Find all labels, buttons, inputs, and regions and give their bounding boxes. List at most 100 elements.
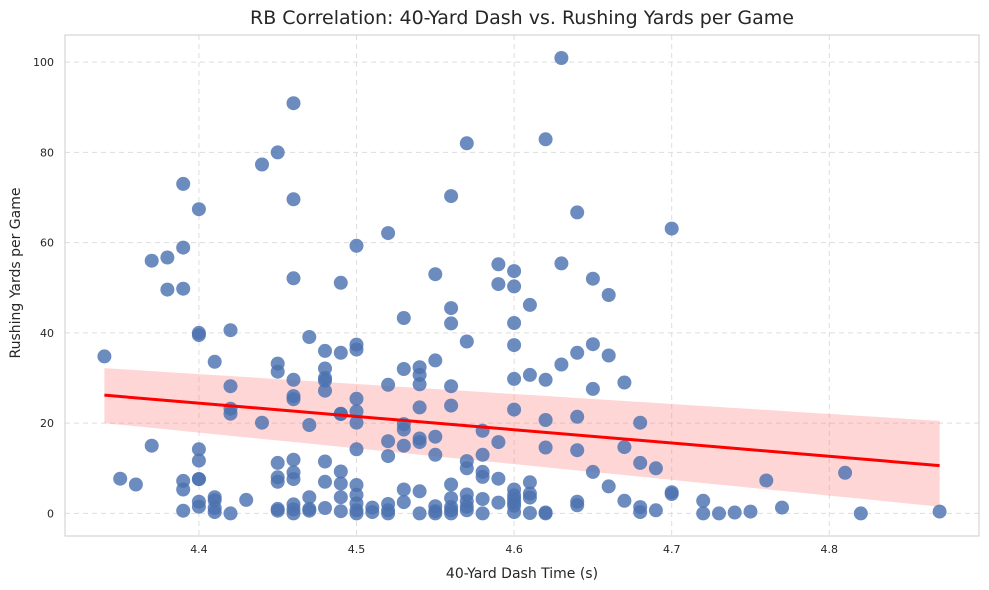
data-point [318, 501, 332, 515]
data-point [507, 338, 522, 353]
x-tick-label: 4.5 [348, 543, 366, 556]
data-point [396, 482, 411, 497]
data-point [412, 377, 427, 392]
data-point [286, 392, 301, 407]
data-point [664, 221, 679, 236]
data-point [444, 398, 459, 413]
data-point [286, 372, 301, 387]
data-point [570, 205, 585, 220]
data-point [696, 506, 711, 521]
data-point [554, 51, 569, 65]
data-point [302, 490, 317, 505]
data-point [349, 442, 364, 457]
data-point [507, 264, 522, 279]
data-point [428, 447, 443, 462]
data-point [333, 464, 348, 479]
data-point [349, 506, 364, 521]
regression-line [104, 393, 940, 468]
data-point [333, 345, 348, 360]
data-point [113, 471, 128, 486]
data-point [507, 371, 522, 386]
data-point [144, 438, 159, 453]
data-point [128, 477, 143, 492]
y-tick-label: 100 [33, 56, 54, 69]
data-point [475, 447, 490, 462]
data-point [491, 495, 506, 510]
data-point [444, 506, 459, 521]
data-point [349, 391, 364, 406]
data-point [444, 189, 459, 204]
data-points-layer [97, 51, 947, 521]
data-point [491, 435, 506, 450]
data-point [428, 267, 443, 282]
data-point [223, 323, 238, 338]
data-point [318, 383, 332, 398]
data-point [932, 504, 947, 519]
data-point [444, 477, 459, 492]
data-point [302, 418, 317, 432]
data-point [239, 492, 254, 507]
data-point [459, 334, 474, 349]
data-point [381, 506, 396, 521]
y-tick-labels: 0 20 40 60 80 100 [33, 56, 54, 520]
data-point [538, 372, 553, 387]
y-tick-label: 60 [40, 237, 54, 250]
data-point [522, 475, 537, 490]
data-point [160, 250, 175, 265]
data-point [759, 473, 774, 488]
data-point [286, 96, 301, 111]
data-point [459, 461, 474, 476]
data-point [475, 492, 490, 506]
data-point [97, 349, 112, 364]
data-point [696, 493, 711, 508]
data-point [144, 253, 159, 268]
data-point [381, 226, 396, 241]
data-point [191, 499, 206, 514]
data-point [538, 506, 553, 521]
chart-title: RB Correlation: 40-Yard Dash vs. Rushing… [250, 7, 794, 29]
x-tick-label: 4.8 [821, 543, 839, 556]
data-point [617, 375, 632, 390]
data-point [223, 506, 238, 521]
data-point [570, 443, 585, 458]
data-point [318, 343, 332, 358]
data-point [444, 379, 459, 394]
data-point [207, 505, 222, 520]
data-point [191, 453, 206, 468]
data-point [853, 506, 868, 521]
data-point [191, 472, 206, 487]
data-point [491, 257, 506, 272]
data-point [176, 503, 191, 518]
data-point [191, 442, 206, 457]
x-axis-label: 40-Yard Dash Time (s) [446, 566, 598, 582]
data-point [491, 277, 506, 292]
y-tick-label: 40 [40, 327, 54, 340]
x-tick-label: 4.7 [663, 543, 681, 556]
data-point [459, 503, 474, 518]
data-point [601, 348, 616, 363]
data-point [333, 504, 348, 519]
data-point [633, 455, 648, 470]
data-point [255, 157, 269, 172]
data-point [554, 256, 569, 271]
data-point [333, 490, 348, 505]
data-point [727, 505, 742, 520]
data-point [302, 503, 317, 518]
data-point [538, 132, 553, 147]
data-point [286, 506, 301, 521]
y-tick-label: 80 [40, 146, 54, 159]
data-point [617, 440, 632, 455]
data-point [507, 402, 522, 417]
data-point [507, 316, 522, 330]
y-tick-label: 0 [47, 507, 54, 520]
x-tick-label: 4.4 [190, 543, 208, 556]
data-point [538, 440, 553, 455]
data-point [664, 487, 679, 501]
data-point [396, 311, 411, 325]
data-point [712, 506, 726, 521]
data-point [381, 377, 396, 392]
data-point [286, 271, 301, 286]
data-point [648, 503, 663, 518]
data-point [191, 328, 206, 343]
data-point [286, 192, 301, 207]
